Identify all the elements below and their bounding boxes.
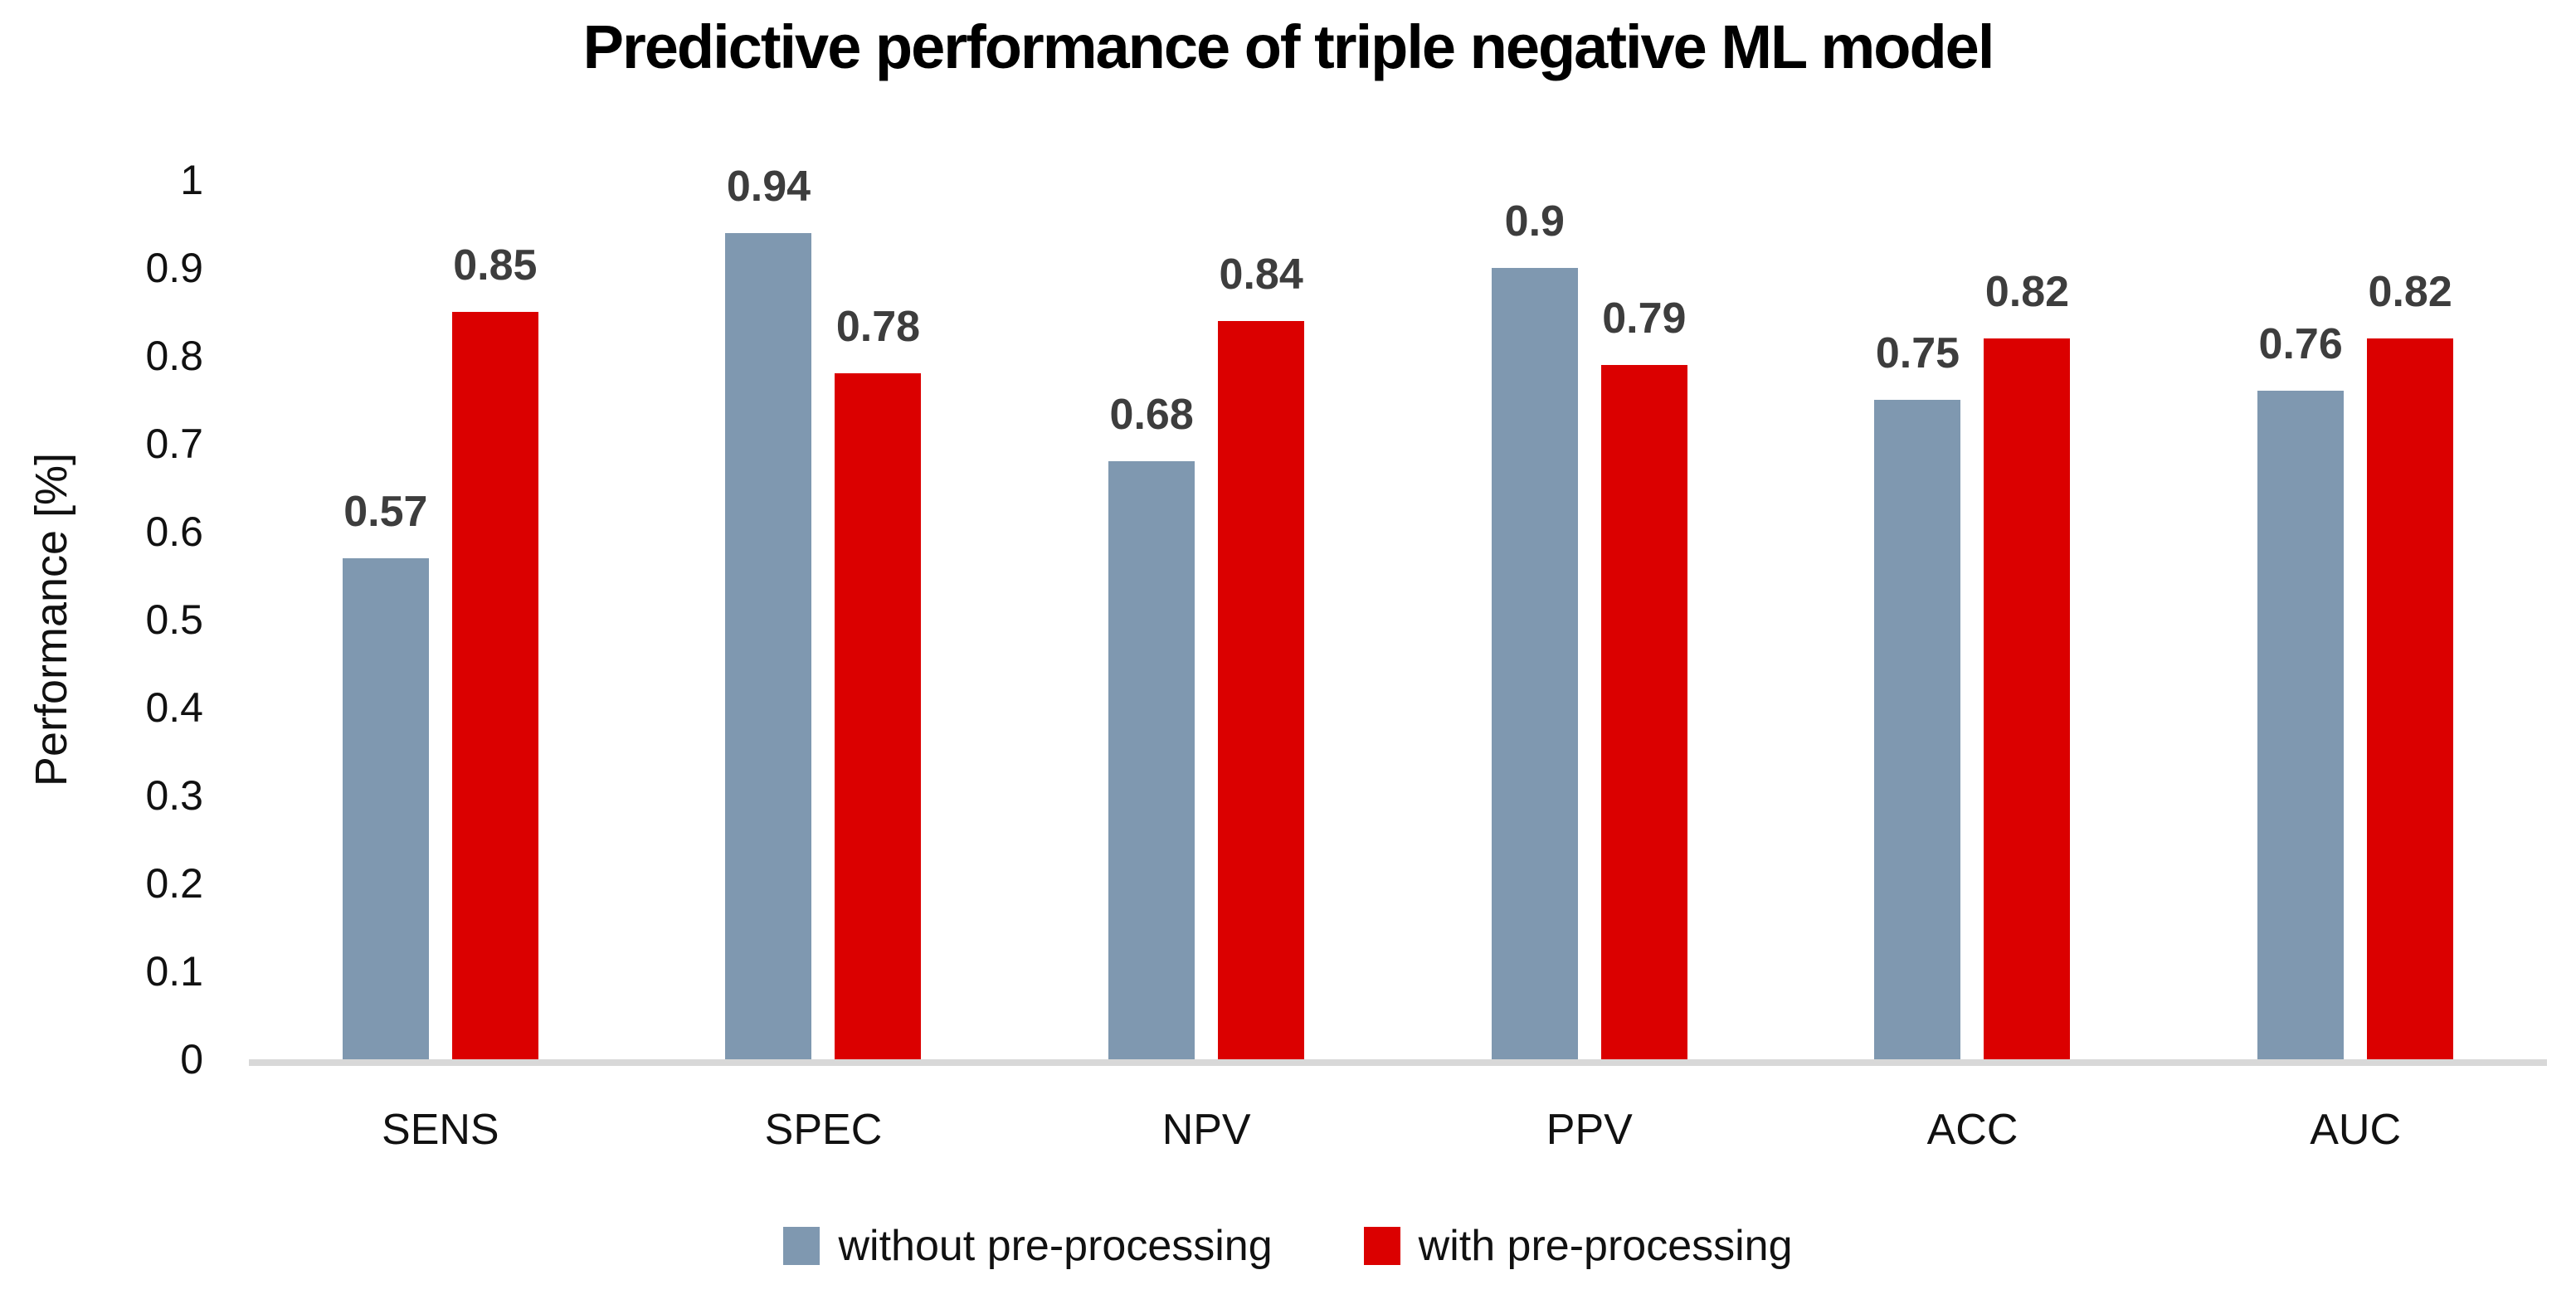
bar-value-label: 0.9 bbox=[1504, 197, 1565, 246]
y-tick-label: 0.6 bbox=[145, 508, 203, 555]
bar-with-auc: 0.82 bbox=[2367, 268, 2454, 1059]
bar-without-auc: 0.76 bbox=[2257, 320, 2345, 1059]
bar-value-label: 0.85 bbox=[453, 241, 538, 290]
bar-with-spec: 0.78 bbox=[835, 303, 922, 1059]
x-category-label-auc: AUC bbox=[2310, 1106, 2402, 1154]
x-category-label-npv: NPV bbox=[1161, 1106, 1251, 1154]
legend-item-with: with pre-processing bbox=[1363, 1221, 1793, 1271]
bar-with-ppv: 0.79 bbox=[1600, 294, 1687, 1059]
legend-swatch bbox=[1363, 1227, 1400, 1265]
legend-label: without pre-processing bbox=[838, 1222, 1273, 1270]
bar-value-label: 0.75 bbox=[1875, 329, 1960, 377]
bar-value-label: 0.84 bbox=[1219, 250, 1303, 299]
y-tick-label: 0.1 bbox=[145, 948, 203, 995]
bar-value-label: 0.82 bbox=[2368, 267, 2452, 316]
bar-value-label: 0.78 bbox=[835, 303, 921, 352]
chart-title: Predictive performance of triple negativ… bbox=[582, 12, 1995, 81]
bar-group-npv: 0.68 0.84 bbox=[1015, 180, 1398, 1059]
bar-value-label: 0.79 bbox=[1602, 294, 1687, 343]
x-category-label-acc: ACC bbox=[1926, 1106, 2018, 1154]
bar-with-sens: 0.85 bbox=[451, 241, 538, 1059]
y-tick-label: 0.2 bbox=[145, 860, 203, 907]
y-tick-label: 0.5 bbox=[145, 596, 203, 643]
y-tick-label: 0.3 bbox=[145, 772, 203, 819]
y-tick-label: 1 bbox=[180, 157, 203, 203]
bar-value-label: 0.68 bbox=[1109, 391, 1194, 440]
bar-group-ppv: 0.9 0.79 bbox=[1398, 180, 1781, 1059]
bar-group-acc: 0.75 0.82 bbox=[1781, 180, 2165, 1059]
bar-with-npv: 0.84 bbox=[1218, 251, 1305, 1059]
plot-area x-axis-line: 0.57 0.85 0.94 0.78 0.68 0.84 0.9 0.79 0.75 0.82 0… bbox=[249, 163, 2547, 1066]
bar-without-ppv: 0.9 bbox=[1491, 197, 1578, 1059]
y-tick-label: 0.9 bbox=[145, 245, 203, 291]
bar-group-auc: 0.76 0.82 bbox=[2164, 180, 2547, 1059]
x-category-label-spec: SPEC bbox=[764, 1106, 883, 1154]
legend-label: with pre-processing bbox=[1418, 1222, 1793, 1270]
bar-value-label: 0.76 bbox=[2258, 320, 2343, 369]
y-tick-label: 0.4 bbox=[145, 684, 203, 731]
bar-group-spec: 0.94 0.78 bbox=[632, 163, 1015, 1059]
bar-without-sens: 0.57 bbox=[342, 488, 429, 1059]
y-tick-label: 0.7 bbox=[145, 421, 203, 467]
y-tick-label: 0.8 bbox=[145, 333, 203, 379]
y-tick-label: 0 bbox=[180, 1036, 203, 1083]
bar-value-label: 0.82 bbox=[1984, 267, 2070, 316]
x-category-label-ppv: PPV bbox=[1546, 1106, 1633, 1154]
legend: without pre-processing with pre-processin… bbox=[0, 1221, 2576, 1271]
bar-without-spec: 0.94 bbox=[725, 163, 812, 1059]
x-category-label-sens: SENS bbox=[382, 1106, 499, 1154]
bar-without-npv: 0.68 bbox=[1108, 391, 1195, 1059]
bar-without-acc: 0.75 bbox=[1874, 329, 1961, 1059]
bar-group-sens: 0.57 0.85 bbox=[249, 180, 632, 1059]
y-axis: 1 0.9 0.8 0.7 0.6 0.5 0.4 0.3 0.2 0.1 0 bbox=[0, 157, 203, 1083]
bar-value-label: 0.94 bbox=[726, 162, 811, 211]
legend-item-without: without pre-processing bbox=[783, 1221, 1273, 1271]
bar-with-acc: 0.82 bbox=[1984, 268, 2071, 1059]
legend-swatch bbox=[783, 1227, 821, 1265]
bar-value-label: 0.57 bbox=[343, 487, 428, 536]
